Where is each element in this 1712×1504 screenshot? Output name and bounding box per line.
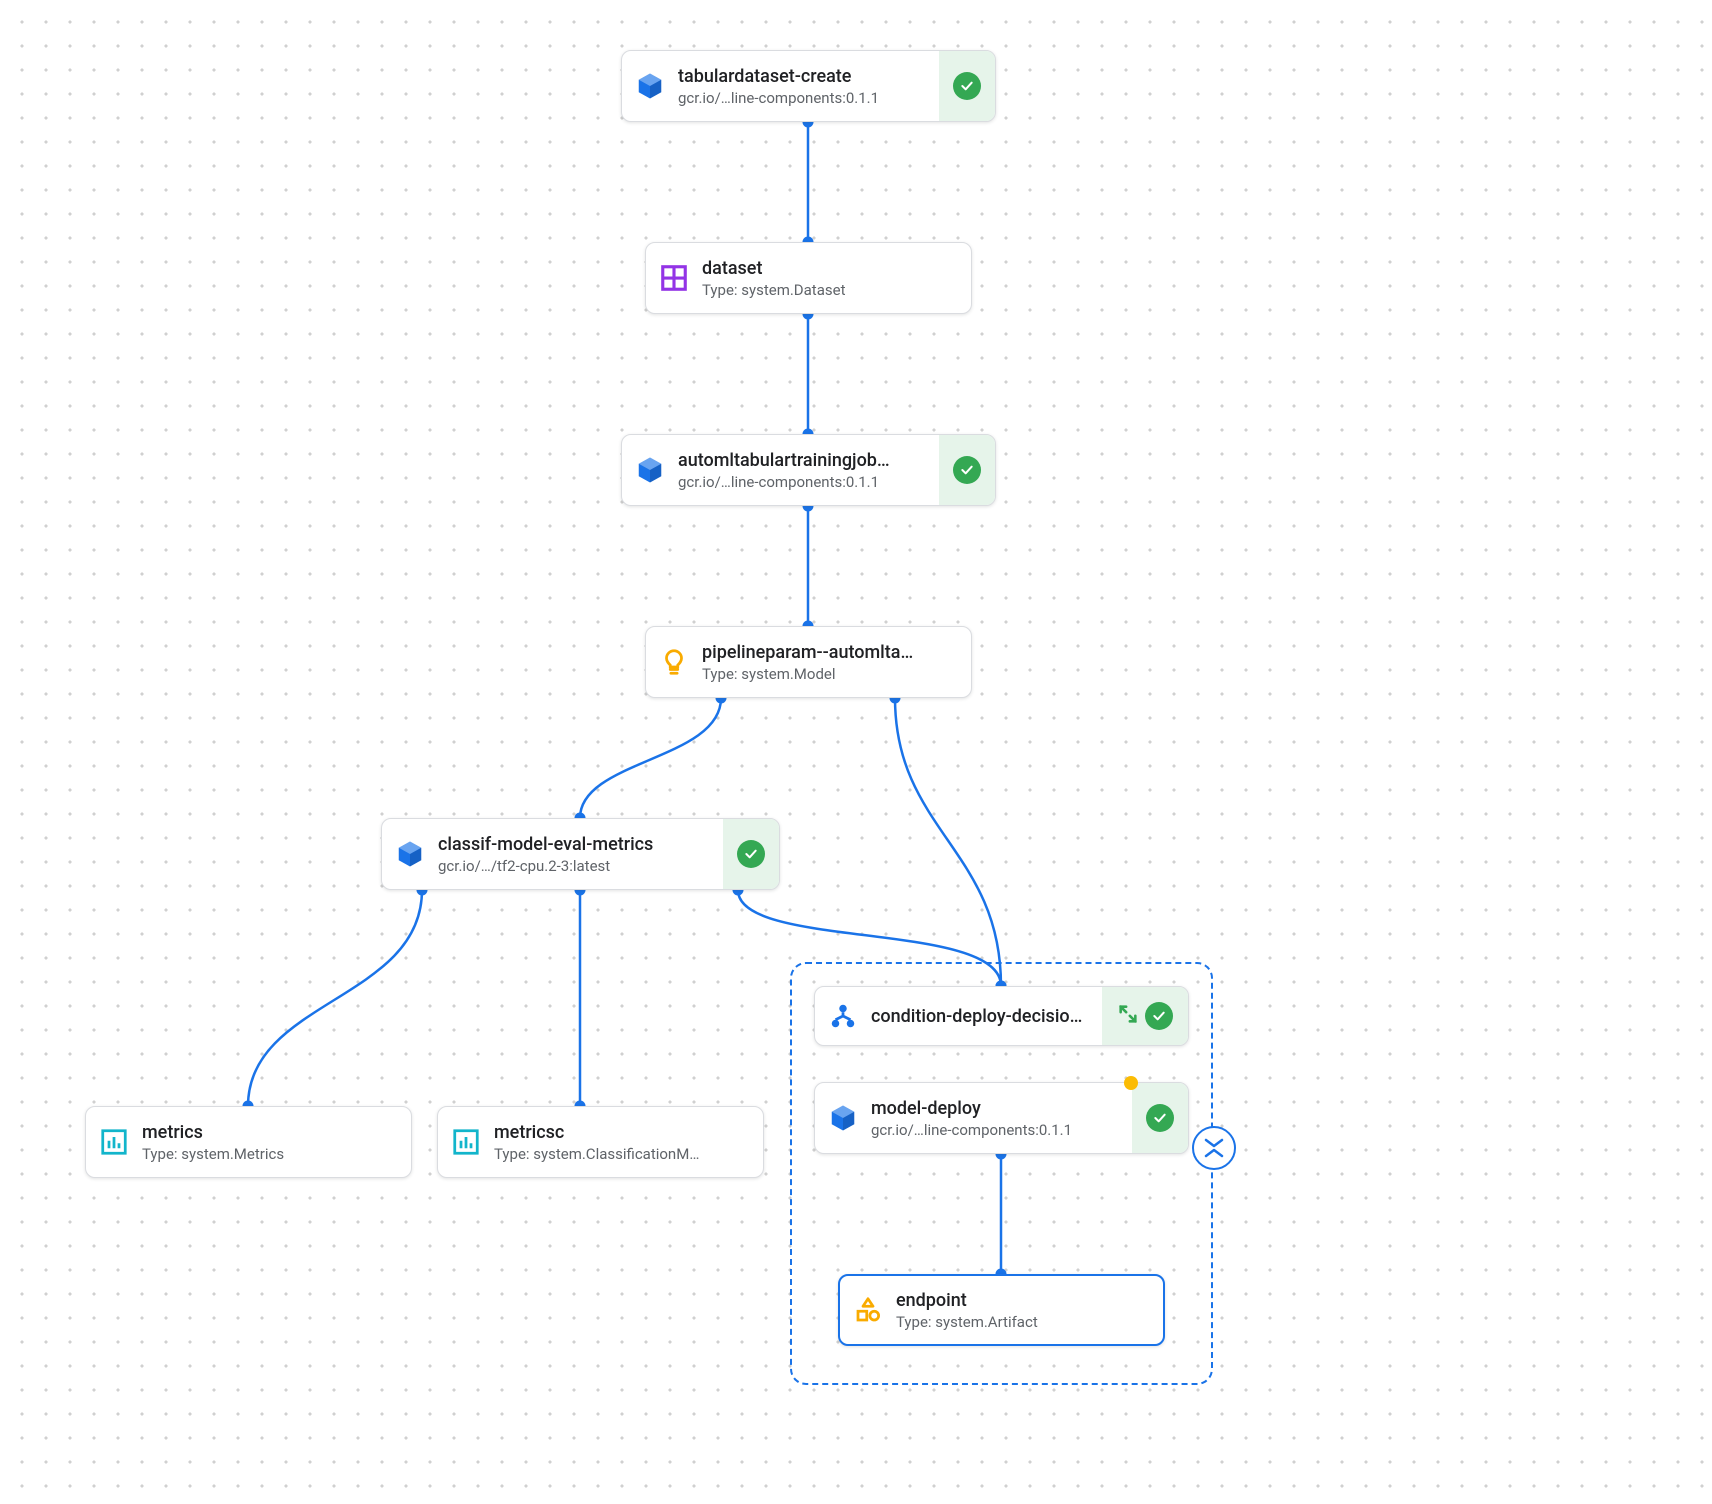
node-dataset[interactable]: dataset Type: system.Dataset xyxy=(645,242,972,314)
node-condition-deploy[interactable]: condition-deploy-decisio… xyxy=(814,986,1189,1046)
node-classif-eval[interactable]: classif-model-eval-metrics gcr.io/…/tf2-… xyxy=(381,818,780,890)
chevron-up-icon xyxy=(1204,1148,1224,1158)
chart-icon xyxy=(438,1107,494,1177)
node-title: automltabulartrainingjob… xyxy=(678,450,931,471)
bulb-icon xyxy=(646,627,702,697)
chart-icon xyxy=(86,1107,142,1177)
grid-icon xyxy=(646,243,702,313)
node-subtitle: Type: system.Metrics xyxy=(142,1145,403,1163)
status-success xyxy=(939,435,995,505)
node-metrics[interactable]: metrics Type: system.Metrics xyxy=(85,1106,412,1178)
node-title: classif-model-eval-metrics xyxy=(438,834,715,855)
check-icon xyxy=(953,456,981,484)
tree-icon xyxy=(815,987,871,1045)
node-pipelineparam[interactable]: pipelineparam--automlta… Type: system.Mo… xyxy=(645,626,972,698)
check-icon xyxy=(1145,1002,1173,1030)
cube-icon xyxy=(622,435,678,505)
status-success-expand xyxy=(1102,987,1188,1045)
cube-icon xyxy=(622,51,678,121)
node-subtitle: Type: system.Model xyxy=(702,665,963,683)
node-title: metricsc xyxy=(494,1122,755,1143)
shapes-icon xyxy=(840,1276,896,1344)
node-tabulardataset-create[interactable]: tabulardataset-create gcr.io/…line-compo… xyxy=(621,50,996,122)
status-success xyxy=(723,819,779,889)
node-title: dataset xyxy=(702,258,963,279)
status-success xyxy=(1132,1083,1188,1153)
node-title: pipelineparam--automlta… xyxy=(702,642,963,663)
check-icon xyxy=(737,840,765,868)
warning-dot-icon xyxy=(1124,1076,1138,1090)
node-title: condition-deploy-decisio… xyxy=(871,1006,1094,1027)
node-metricsc[interactable]: metricsc Type: system.ClassificationM… xyxy=(437,1106,764,1178)
node-subtitle: gcr.io/…line-components:0.1.1 xyxy=(871,1121,1124,1139)
node-subtitle: gcr.io/…line-components:0.1.1 xyxy=(678,89,931,107)
node-title: endpoint xyxy=(896,1290,1155,1311)
status-success xyxy=(939,51,995,121)
collapse-group-button[interactable] xyxy=(1192,1126,1236,1170)
cube-icon xyxy=(815,1083,871,1153)
node-subtitle: gcr.io/…/tf2-cpu.2-3:latest xyxy=(438,857,715,875)
cube-icon xyxy=(382,819,438,889)
expand-icon xyxy=(1117,1003,1139,1029)
node-subtitle: Type: system.Dataset xyxy=(702,281,963,299)
node-model-deploy[interactable]: model-deploy gcr.io/…line-components:0.1… xyxy=(814,1082,1189,1154)
node-endpoint[interactable]: endpoint Type: system.Artifact xyxy=(838,1274,1165,1346)
node-title: model-deploy xyxy=(871,1098,1124,1119)
node-title: metrics xyxy=(142,1122,403,1143)
check-icon xyxy=(953,72,981,100)
node-subtitle: Type: system.Artifact xyxy=(896,1313,1155,1331)
node-automl-training[interactable]: automltabulartrainingjob… gcr.io/…line-c… xyxy=(621,434,996,506)
node-subtitle: gcr.io/…line-components:0.1.1 xyxy=(678,473,931,491)
node-subtitle: Type: system.ClassificationM… xyxy=(494,1145,755,1163)
chevron-down-icon xyxy=(1204,1138,1224,1148)
check-icon xyxy=(1146,1104,1174,1132)
node-title: tabulardataset-create xyxy=(678,66,931,87)
